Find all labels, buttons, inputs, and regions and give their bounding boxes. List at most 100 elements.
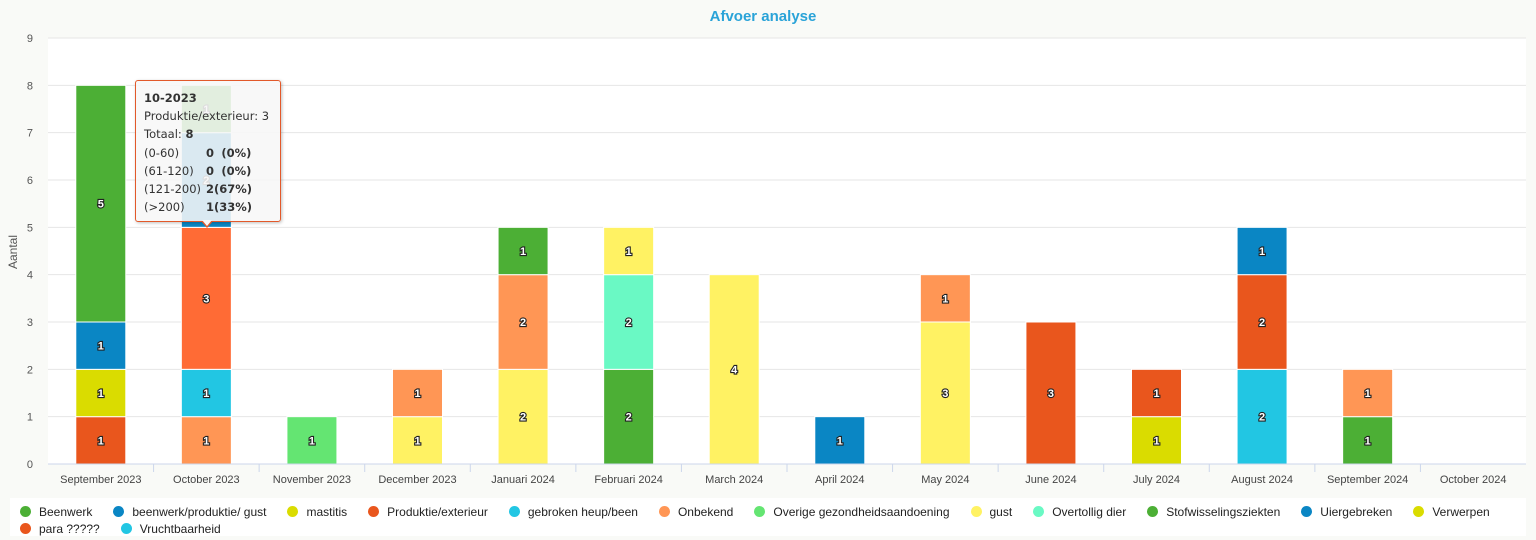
legend-dot-icon [1413, 506, 1425, 517]
y-tick-label: 4 [27, 270, 33, 282]
bar-segment[interactable] [1236, 368, 1288, 465]
bar-segment[interactable] [919, 321, 971, 465]
bar-segment[interactable] [286, 416, 338, 465]
bar-data-label: 1 [1153, 435, 1159, 447]
x-tick-label: September 2023 [60, 474, 141, 486]
legend-item-label: Beenwerk [39, 504, 93, 519]
x-tick-label: September 2024 [1327, 474, 1408, 486]
bar-data-label: 1 [309, 435, 315, 447]
legend-item[interactable]: Verwerpen [1413, 504, 1490, 519]
legend-item-label: Stofwisselingsziekten [1166, 504, 1281, 519]
legend-item[interactable]: gust [970, 504, 1013, 519]
tooltip-row-label: (121-200) [144, 182, 202, 197]
bar-segment[interactable] [497, 274, 549, 370]
x-tick-label: April 2024 [815, 474, 865, 486]
legend-item[interactable]: mastitis [287, 504, 347, 519]
bar-segment[interactable] [603, 368, 655, 465]
bar-segment[interactable] [1025, 321, 1077, 465]
legend-item[interactable]: Vruchtbaarheid [120, 521, 221, 536]
tooltip-row-value: 2 [206, 182, 215, 197]
bar-segment[interactable] [180, 368, 232, 418]
x-tick-label: June 2024 [1025, 474, 1076, 486]
tooltip-row-value: 1 [206, 200, 215, 215]
x-tick-label: October 2024 [1440, 474, 1507, 486]
legend-item[interactable]: Overige gezondheidsaandoening [754, 504, 950, 519]
legend-dot-icon [113, 506, 125, 517]
tooltip-row-label: (61-120) [144, 163, 194, 178]
y-tick-label: 2 [27, 364, 33, 376]
bar-segment[interactable] [75, 84, 127, 323]
legend: Beenwerk beenwerk/produktie/ gust mastitis… [10, 498, 1526, 536]
bar-segment[interactable] [1342, 368, 1394, 418]
tooltip-row-pct: (0%) [221, 145, 252, 160]
bar-segment[interactable] [603, 226, 655, 276]
bar-data-label: 2 [1259, 317, 1265, 329]
bar-data-label: 1 [1153, 388, 1159, 400]
bar-segment[interactable] [497, 226, 549, 276]
bar-segment[interactable] [708, 274, 760, 465]
tooltip-row-value: 0 [206, 163, 215, 178]
tooltip-row-label: (0-60) [144, 145, 180, 160]
bar-segment[interactable] [1236, 226, 1288, 276]
legend-item-label: mastitis [306, 504, 348, 519]
bar-data-label: 1 [98, 388, 104, 400]
legend-item[interactable]: Overtollig dier [1033, 504, 1126, 519]
x-tick-label: May 2024 [921, 474, 969, 486]
legend-dot-icon [754, 506, 766, 517]
tooltip-row: (61-120) 0 (0%) [144, 162, 272, 180]
x-tick-label: October 2023 [173, 474, 240, 486]
legend-item[interactable]: Beenwerk [20, 504, 92, 519]
legend-item[interactable]: Produktie/exterieur [368, 504, 488, 519]
bar-data-label: 1 [1365, 388, 1371, 400]
bar-segment[interactable] [75, 368, 127, 418]
legend-dot-icon [970, 506, 982, 517]
tooltip-title: 10-2023 [144, 91, 197, 105]
legend-item-label: beenwerk/produktie/ gust [132, 504, 267, 519]
legend-item-label: gust [989, 504, 1013, 519]
x-tick-label: Februari 2024 [594, 474, 663, 486]
tooltip-row-label: (>200) [144, 200, 185, 215]
x-tick-label: August 2024 [1231, 474, 1293, 486]
bar-segment[interactable] [1342, 416, 1394, 465]
y-tick-label: 3 [27, 317, 33, 329]
legend-item-label: Overige gezondheidsaandoening [773, 504, 950, 519]
tooltip-total: Totaal: 8 [144, 125, 272, 143]
legend-dot-icon [287, 506, 299, 517]
bar-data-label: 3 [203, 293, 209, 305]
legend-item[interactable]: para ????? [20, 521, 100, 536]
bar-data-label: 1 [203, 388, 209, 400]
bar-data-label: 5 [98, 199, 104, 211]
bar-data-label: 1 [203, 435, 209, 447]
y-tick-label: 1 [27, 412, 33, 424]
tooltip-row-pct: (0%) [221, 163, 252, 178]
legend-item[interactable]: beenwerk/produktie/ gust [113, 504, 266, 519]
y-tick-label: 5 [27, 222, 33, 234]
bar-data-label: 1 [98, 435, 104, 447]
tooltip-total-value: 8 [185, 127, 194, 142]
bar-segment[interactable] [603, 274, 655, 370]
bar-data-label: 3 [942, 388, 948, 400]
legend-dot-icon [1033, 506, 1045, 517]
chart-svg: Afvoer analyse Aantal 111511321111221221… [6, 8, 1526, 486]
legend-dot-icon [1301, 506, 1313, 517]
y-tick-label: 9 [27, 33, 33, 45]
bar-segment[interactable] [1131, 368, 1182, 418]
legend-item[interactable]: Stofwisselingsziekten [1147, 504, 1280, 519]
bar-data-label: 3 [1048, 388, 1054, 400]
bar-segment[interactable] [75, 321, 127, 370]
bar-data-label: 1 [942, 293, 948, 305]
legend-item-label: gebroken heup/been [527, 504, 638, 519]
legend-item[interactable]: Onbekend [658, 504, 733, 519]
y-tick-label: 0 [27, 459, 33, 471]
bar-segment[interactable] [180, 416, 232, 465]
tooltip: 10-2023 Produktie/exterieur: 3 Totaal: 8… [135, 80, 281, 222]
bar-segment[interactable] [392, 368, 443, 418]
bar-data-label: 1 [1365, 435, 1371, 447]
y-tick-label: 6 [27, 175, 33, 187]
bar-segment[interactable] [497, 368, 549, 465]
legend-item[interactable]: gebroken heup/been [508, 504, 638, 519]
bar-segment[interactable] [919, 274, 971, 323]
bar-segment[interactable] [814, 416, 866, 465]
legend-item[interactable]: Uiergebreken [1301, 504, 1392, 519]
